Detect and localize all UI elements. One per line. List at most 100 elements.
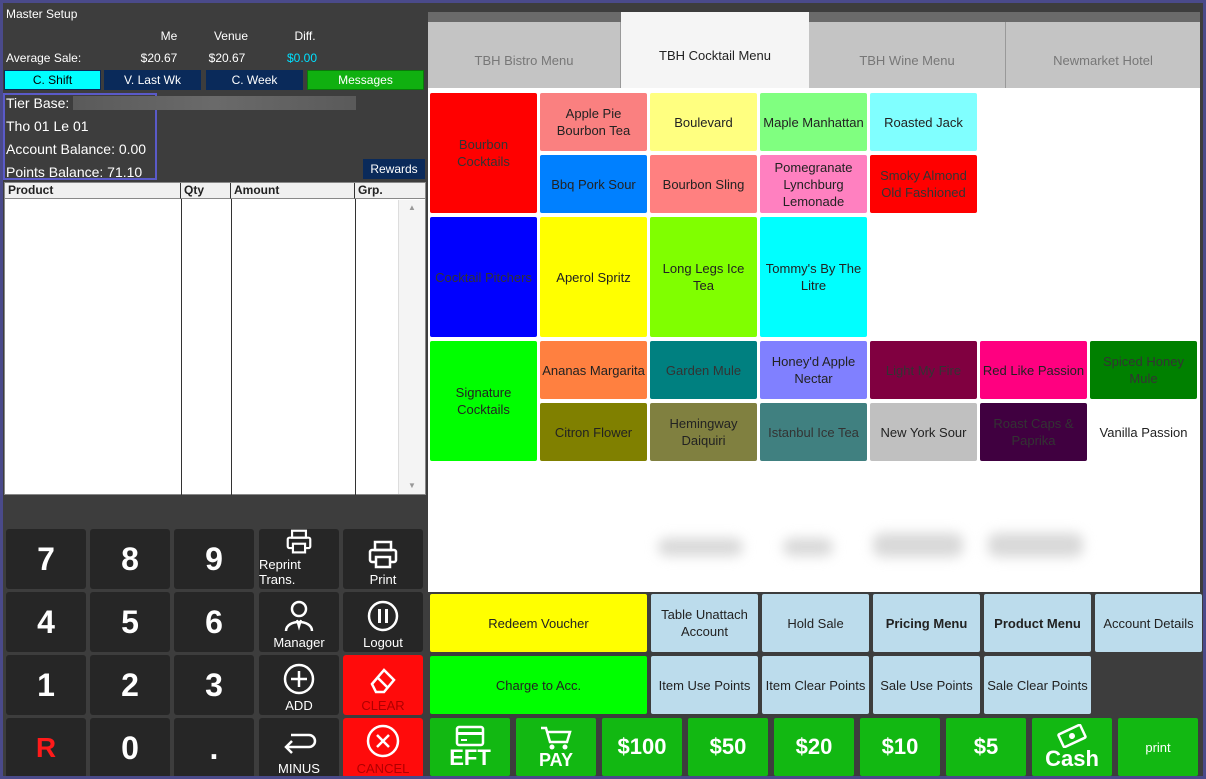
- minus-label: MINUS: [278, 761, 320, 776]
- menu-item[interactable]: Boulevard: [650, 93, 757, 151]
- eft-button[interactable]: EFT: [430, 718, 510, 776]
- average-sale-me: $20.67: [140, 51, 178, 65]
- item-clear-points-button[interactable]: Item Clear Points: [762, 656, 869, 714]
- product-menu-button[interactable]: Product Menu: [984, 594, 1091, 652]
- charge-to-acc-button[interactable]: Charge to Acc.: [430, 656, 647, 714]
- logout-button[interactable]: Logout: [343, 592, 423, 652]
- menu-item[interactable]: Istanbul Ice Tea: [760, 403, 867, 461]
- print-receipt-button[interactable]: print: [1118, 718, 1198, 776]
- pay-20-button[interactable]: $20: [774, 718, 854, 776]
- c-shift-button[interactable]: C. Shift: [4, 70, 101, 90]
- key-5[interactable]: 5: [90, 592, 170, 652]
- sale-clear-points-button[interactable]: Sale Clear Points: [984, 656, 1091, 714]
- key-1[interactable]: 1: [6, 655, 86, 715]
- tab-tbh-cocktail-menu[interactable]: TBH Cocktail Menu: [621, 12, 809, 98]
- messages-button[interactable]: Messages: [307, 70, 424, 90]
- print-label: Print: [369, 572, 397, 587]
- eraser-icon: [370, 668, 396, 694]
- redeem-voucher-button[interactable]: Redeem Voucher: [430, 594, 647, 652]
- rewards-button[interactable]: Rewards: [363, 159, 425, 179]
- menu-item[interactable]: Maple Manhattan: [760, 93, 867, 151]
- menu-item[interactable]: Bourbon Sling: [650, 155, 757, 213]
- key-9[interactable]: 9: [174, 529, 254, 589]
- product-table[interactable]: Product Qty Amount Grp. ▲ ▼: [4, 182, 426, 495]
- menu-item[interactable]: New York Sour: [870, 403, 977, 461]
- cancel-button[interactable]: CANCEL: [343, 718, 423, 776]
- menu-item[interactable]: Hemingway Daiquiri: [650, 403, 757, 461]
- points-balance: Points Balance: 71.10: [6, 164, 143, 180]
- account-details-button[interactable]: Account Details: [1095, 594, 1202, 652]
- menu-item[interactable]: Smoky Almond Old Fashioned: [870, 155, 977, 213]
- key-decimal[interactable]: .: [174, 718, 254, 776]
- tier-base-label: Tier Base:: [6, 95, 70, 111]
- menu-item[interactable]: Spiced Honey Mule: [1090, 341, 1197, 399]
- tab-newmarket-hotel[interactable]: Newmarket Hotel: [1053, 52, 1153, 68]
- menu-item[interactable]: Signature Cocktails: [430, 341, 537, 461]
- key-8[interactable]: 8: [90, 529, 170, 589]
- menu-item[interactable]: Red Like Passion: [980, 341, 1087, 399]
- reprint-trans-button[interactable]: Reprint Trans.: [259, 529, 339, 589]
- menu-item[interactable]: Garden Mule: [650, 341, 757, 399]
- menu-item[interactable]: Roast Caps & Paprika: [980, 403, 1087, 461]
- cash-icon: [1057, 724, 1087, 748]
- stat-header-diff: Diff.: [294, 29, 316, 43]
- c-week-button[interactable]: C. Week: [206, 70, 303, 90]
- manager-button[interactable]: Manager: [259, 592, 339, 652]
- clear-label: CLEAR: [361, 698, 405, 713]
- blurred-region: [658, 538, 743, 556]
- menu-item[interactable]: Vanilla Passion: [1090, 403, 1197, 461]
- key-6[interactable]: 6: [174, 592, 254, 652]
- col-amount: Amount: [231, 183, 355, 199]
- hold-sale-button[interactable]: Hold Sale: [762, 594, 869, 652]
- tab-tbh-wine-menu[interactable]: TBH Wine Menu: [809, 22, 1006, 98]
- minus-button[interactable]: MINUS: [259, 718, 339, 776]
- key-4[interactable]: 4: [6, 592, 86, 652]
- menu-item[interactable]: Honey'd Apple Nectar: [760, 341, 867, 399]
- pay-10-button[interactable]: $10: [860, 718, 940, 776]
- account-balance: Account Balance: 0.00: [6, 141, 147, 157]
- add-label: ADD: [285, 698, 313, 713]
- key-r[interactable]: R: [6, 718, 86, 776]
- key-3[interactable]: 3: [174, 655, 254, 715]
- shopping-cart-icon: [541, 726, 572, 750]
- sale-use-points-button[interactable]: Sale Use Points: [873, 656, 980, 714]
- printer-icon: [286, 529, 312, 554]
- menu-item[interactable]: Bbq Pork Sour: [540, 155, 647, 213]
- stat-header-me: Me: [160, 29, 178, 43]
- item-use-points-button[interactable]: Item Use Points: [651, 656, 758, 714]
- menu-item[interactable]: Apple Pie Bourbon Tea: [540, 93, 647, 151]
- table-unattach-account-button[interactable]: Table Unattach Account: [651, 594, 758, 652]
- key-7[interactable]: 7: [6, 529, 86, 589]
- add-button[interactable]: ADD: [259, 655, 339, 715]
- pay-5-button[interactable]: $5: [946, 718, 1026, 776]
- menu-item[interactable]: Pomegranate Lynchburg Lemonade: [760, 155, 867, 213]
- menu-item[interactable]: Ananas Margarita: [540, 341, 647, 399]
- clear-button[interactable]: CLEAR: [343, 655, 423, 715]
- plus-circle-icon: [283, 663, 315, 695]
- cash-button[interactable]: Cash: [1032, 718, 1112, 776]
- print-button[interactable]: Print: [343, 529, 423, 589]
- pay-50-button[interactable]: $50: [688, 718, 768, 776]
- credit-card-icon: [455, 725, 485, 747]
- key-0[interactable]: 0: [90, 718, 170, 776]
- table-scrollbar[interactable]: ▲ ▼: [398, 200, 425, 494]
- menu-item[interactable]: Aperol Spritz: [540, 217, 647, 337]
- cash-label: Cash: [1045, 746, 1099, 771]
- tab-tbh-bistro-menu[interactable]: TBH Bistro Menu: [428, 22, 621, 98]
- menu-item[interactable]: Tommy's By The Litre: [760, 217, 867, 337]
- menu-item[interactable]: Citron Flower: [540, 403, 647, 461]
- pay-100-button[interactable]: $100: [602, 718, 682, 776]
- pricing-menu-button[interactable]: Pricing Menu: [873, 594, 980, 652]
- menu-item[interactable]: Long Legs Ice Tea: [650, 217, 757, 337]
- scroll-down-icon[interactable]: ▼: [408, 481, 416, 490]
- v-last-wk-button[interactable]: V. Last Wk: [104, 70, 201, 90]
- cancel-label: CANCEL: [356, 761, 410, 776]
- key-2[interactable]: 2: [90, 655, 170, 715]
- menu-item[interactable]: Bourbon Cocktails: [430, 93, 537, 213]
- menu-item[interactable]: Cocktail Pitchers: [430, 217, 537, 337]
- scroll-up-icon[interactable]: ▲: [408, 203, 416, 212]
- menu-item[interactable]: Light My Fire: [870, 341, 977, 399]
- eft-label: EFT: [449, 745, 491, 770]
- pay-button[interactable]: PAY: [516, 718, 596, 776]
- menu-item[interactable]: Roasted Jack: [870, 93, 977, 151]
